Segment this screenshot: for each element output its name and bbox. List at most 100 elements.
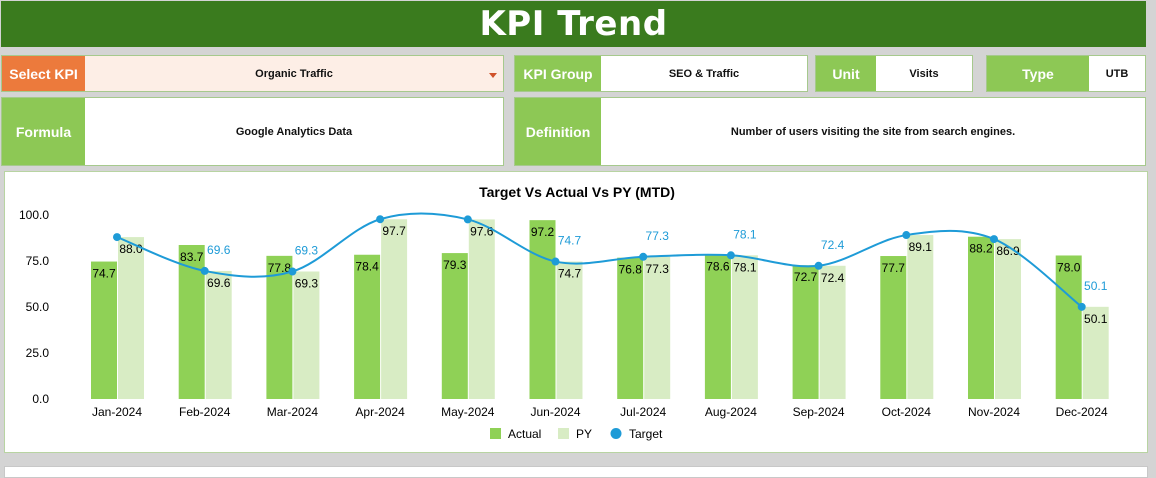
actual-data-label: 78.6 — [706, 259, 730, 273]
kpi-trend-chart-panel: Target Vs Actual Vs PY (MTD) 100.0 75.0 50… — [4, 171, 1148, 453]
py-bar — [644, 256, 671, 399]
legend-label: Target — [629, 427, 663, 441]
target-point — [113, 233, 121, 242]
chevron-down-icon[interactable] — [489, 73, 497, 78]
target-point — [990, 235, 998, 244]
py-bar — [907, 235, 934, 399]
py-bar — [556, 261, 583, 399]
py-data-label: 86.9 — [996, 244, 1020, 258]
select-kpi-dropdown[interactable]: Organic Traffic — [85, 56, 503, 91]
actual-bar — [880, 256, 907, 399]
target-point — [726, 251, 735, 260]
x-tick-label: May-2024 — [441, 405, 495, 419]
bottom-panel — [4, 466, 1148, 478]
py-data-label: 78.1 — [733, 260, 757, 274]
actual-data-label: 77.7 — [882, 261, 906, 275]
actual-bar — [968, 236, 994, 399]
target-data-label: 50.1 — [1084, 279, 1108, 293]
py-bar — [1082, 306, 1109, 399]
x-tick-label: Jan-2024 — [92, 405, 142, 419]
actual-bar — [704, 254, 731, 399]
target-data-label: 77.3 — [646, 229, 670, 243]
unit-value: Visits — [909, 67, 939, 80]
formula-value: Google Analytics Data — [235, 125, 353, 138]
py-data-label: 50.1 — [1084, 312, 1108, 326]
kpi-group-value: SEO & Traffic — [668, 67, 740, 80]
actual-bar — [617, 257, 644, 399]
unit-row: Unit Visits — [815, 55, 973, 92]
target-point — [551, 257, 560, 266]
target-line — [116, 212, 1083, 308]
actual-data-label: 97.2 — [531, 225, 555, 239]
actual-data-label: 77.8 — [268, 261, 292, 275]
definition-label: Definition — [515, 98, 601, 165]
target-point — [200, 266, 209, 275]
target-data-label: 69.3 — [295, 243, 319, 257]
chart-title: Target Vs Actual Vs PY (MTD) — [479, 184, 675, 200]
page-title: KPI Trend — [479, 4, 668, 44]
type-row: Type UTB — [986, 55, 1146, 92]
target-point — [463, 215, 472, 224]
target-data-label: 72.4 — [821, 238, 845, 252]
py-bar — [995, 239, 1021, 399]
actual-data-label: 79.3 — [443, 258, 467, 272]
formula-label: Formula — [2, 98, 85, 165]
type-label: Type — [987, 56, 1089, 91]
actual-data-label: 72.7 — [794, 270, 818, 284]
py-data-label: 69.3 — [295, 276, 319, 290]
py-data-label: 77.3 — [646, 262, 670, 276]
actual-data-label: 78.0 — [1057, 260, 1081, 274]
py-bar — [731, 255, 758, 399]
legend-label: Actual — [508, 427, 541, 441]
legend-swatch — [490, 428, 501, 439]
actual-data-label: 88.2 — [969, 242, 993, 256]
x-tick-label: Feb-2024 — [179, 405, 231, 419]
py-data-label: 74.7 — [558, 267, 582, 281]
actual-bar — [266, 255, 293, 399]
actual-data-label: 78.4 — [355, 260, 379, 274]
target-point — [1077, 302, 1086, 311]
py-bar — [205, 270, 232, 399]
x-tick-label: Dec-2024 — [1056, 405, 1108, 419]
actual-bar — [529, 220, 556, 399]
target-point — [902, 231, 911, 240]
kpi-group-row: KPI Group SEO & Traffic — [514, 55, 808, 92]
target-point — [376, 215, 385, 224]
py-data-label: 72.4 — [821, 271, 845, 285]
type-value: UTB — [1105, 67, 1129, 80]
py-bar — [118, 237, 144, 399]
actual-bar — [1055, 255, 1082, 399]
y-tick-label: 75.0 — [26, 254, 50, 268]
actual-data-label: 83.7 — [180, 250, 204, 264]
actual-bar — [792, 265, 819, 399]
py-bar — [293, 271, 320, 399]
actual-bar — [91, 261, 117, 399]
select-kpi-row: Select KPI Organic Traffic — [1, 55, 504, 92]
py-data-label: 69.6 — [207, 276, 231, 290]
kpi-trend-chart: Target Vs Actual Vs PY (MTD) 100.0 75.0 50… — [19, 184, 1109, 441]
x-tick-label: Oct-2024 — [882, 405, 932, 419]
unit-label: Unit — [816, 56, 876, 91]
formula-row: Formula Google Analytics Data — [1, 97, 504, 166]
target-data-label: 69.6 — [207, 243, 231, 257]
target-data-label: 74.7 — [558, 234, 582, 248]
x-tick-label: Aug-2024 — [705, 405, 757, 419]
x-tick-label: Apr-2024 — [355, 405, 405, 419]
actual-bar — [354, 254, 381, 399]
x-tick-label: Jul-2024 — [620, 405, 666, 419]
y-tick-label: 0.0 — [32, 392, 49, 406]
select-kpi-value: Organic Traffic — [255, 67, 333, 80]
actual-bar — [441, 253, 468, 399]
py-bar — [381, 219, 408, 399]
legend-label: PY — [576, 427, 592, 441]
actual-data-label: 74.7 — [92, 267, 116, 281]
x-tick-label: Mar-2024 — [267, 405, 319, 419]
legend-swatch — [558, 428, 569, 439]
y-tick-label: 25.0 — [26, 346, 50, 360]
py-data-label: 89.1 — [909, 240, 933, 254]
x-tick-label: Sep-2024 — [793, 405, 845, 419]
py-bar — [819, 265, 846, 399]
x-tick-label: Nov-2024 — [968, 405, 1020, 419]
legend-marker — [610, 428, 622, 439]
x-tick-label: Jun-2024 — [530, 405, 580, 419]
